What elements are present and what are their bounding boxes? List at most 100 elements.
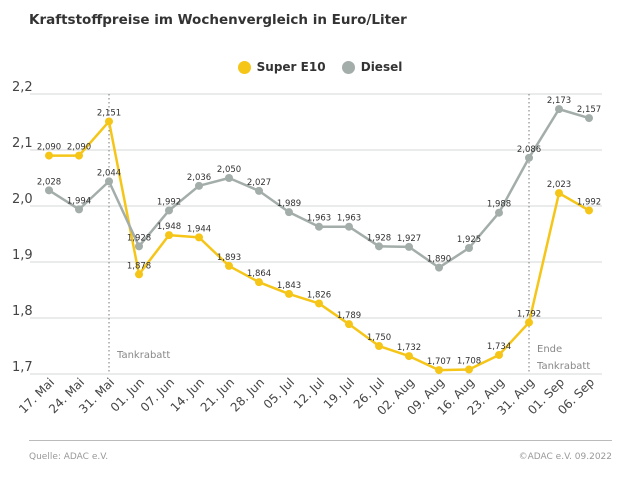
data-label: 1,988 xyxy=(487,200,511,210)
data-label: 1,992 xyxy=(577,197,601,207)
data-label: 2,023 xyxy=(547,180,571,190)
x-tick-label: 28. Jun xyxy=(228,375,267,414)
data-label: 1,948 xyxy=(157,222,181,232)
data-point xyxy=(375,242,383,251)
x-tick-label: 05. Jul xyxy=(261,375,297,411)
data-label: 1,843 xyxy=(277,281,301,291)
data-label: 1,864 xyxy=(247,269,271,279)
legend-item-diesel: Diesel xyxy=(341,60,403,74)
data-point xyxy=(165,206,173,215)
y-tick-label: 1,7 xyxy=(12,360,33,375)
data-label: 2,151 xyxy=(97,108,121,118)
data-point xyxy=(105,117,113,126)
data-label: 1,963 xyxy=(307,214,331,224)
data-point xyxy=(555,189,563,198)
data-label: 1,944 xyxy=(187,224,211,234)
data-label: 1,708 xyxy=(457,357,481,367)
data-point xyxy=(165,231,173,240)
data-label: 2,044 xyxy=(97,168,121,178)
data-point xyxy=(285,289,293,298)
data-point xyxy=(495,208,503,217)
legend-marker xyxy=(341,60,355,74)
series-line-diesel xyxy=(48,107,590,269)
data-label: 1,732 xyxy=(397,343,421,353)
data-point xyxy=(345,222,353,231)
data-point xyxy=(225,174,233,182)
legend: Super E10 Diesel xyxy=(0,60,640,77)
data-point xyxy=(195,181,203,190)
legend-label: Super E10 xyxy=(256,60,326,74)
data-point xyxy=(75,205,83,214)
data-point xyxy=(45,151,53,160)
data-label: 1,750 xyxy=(367,333,391,343)
data-point xyxy=(195,233,203,242)
data-label: 2,050 xyxy=(217,165,241,175)
divider xyxy=(29,440,612,441)
y-tick-label: 2,0 xyxy=(12,192,33,207)
copyright-note: ©ADAC e.V. 09.2022 xyxy=(518,452,612,462)
legend-marker xyxy=(237,60,251,74)
data-point xyxy=(585,206,593,215)
legend-item-super-e10: Super E10 xyxy=(237,60,326,74)
source-note: Quelle: ADAC e.V. xyxy=(29,452,109,462)
data-label: 1,878 xyxy=(127,261,151,271)
data-label: 2,173 xyxy=(547,96,571,106)
data-label: 2,028 xyxy=(37,177,61,187)
data-point xyxy=(285,208,293,217)
data-point xyxy=(495,350,503,359)
y-tick-label: 2,2 xyxy=(12,80,33,95)
data-point xyxy=(465,244,473,252)
data-point xyxy=(315,222,323,231)
data-point xyxy=(555,105,563,114)
data-point xyxy=(435,366,443,375)
data-point xyxy=(105,177,113,186)
series-line-super-e10 xyxy=(49,120,590,372)
data-label: 1,890 xyxy=(427,255,451,265)
data-point xyxy=(345,320,353,329)
data-point xyxy=(255,278,263,287)
data-point xyxy=(45,186,53,195)
data-label: 1,963 xyxy=(337,214,361,224)
data-point xyxy=(405,242,413,251)
data-label: 1,707 xyxy=(427,357,451,367)
x-tick-label: 12. Jul xyxy=(291,375,327,411)
annotation-text: Ende xyxy=(537,344,562,355)
data-label: 1,992 xyxy=(157,197,181,207)
data-label: 1,927 xyxy=(397,234,421,244)
data-label: 2,157 xyxy=(577,105,601,115)
legend-label: Diesel xyxy=(360,60,403,74)
data-point xyxy=(225,261,233,270)
data-point xyxy=(375,342,383,350)
data-point xyxy=(465,365,473,374)
data-point xyxy=(315,299,323,308)
data-label: 2,027 xyxy=(247,178,271,188)
data-label: 1,826 xyxy=(307,290,331,300)
data-point xyxy=(525,153,533,162)
data-label: 2,086 xyxy=(517,145,541,155)
data-label: 1,928 xyxy=(367,233,391,243)
data-label: 1,989 xyxy=(277,199,301,209)
x-tick-label: 19. Jul xyxy=(321,375,357,411)
data-label: 2,090 xyxy=(67,143,91,153)
data-label: 1,994 xyxy=(67,196,91,206)
y-tick-label: 2,1 xyxy=(12,136,33,151)
data-point xyxy=(135,270,143,279)
data-point xyxy=(525,318,533,327)
data-label: 2,090 xyxy=(37,143,61,153)
data-point xyxy=(585,114,593,123)
data-label: 1,789 xyxy=(337,311,361,321)
data-point xyxy=(435,263,443,272)
y-tick-label: 1,9 xyxy=(12,248,33,263)
data-point xyxy=(405,352,413,361)
data-point xyxy=(135,242,143,251)
data-label: 1,925 xyxy=(457,235,481,245)
data-label: 1,792 xyxy=(517,309,541,319)
data-label: 1,928 xyxy=(127,233,151,243)
data-label: 2,036 xyxy=(187,173,211,183)
data-point xyxy=(75,151,83,160)
annotation-text: Tankrabatt xyxy=(116,350,170,361)
chart-title: Kraftstoffpreise im Wochenvergleich in E… xyxy=(29,12,407,28)
data-point xyxy=(255,186,263,195)
